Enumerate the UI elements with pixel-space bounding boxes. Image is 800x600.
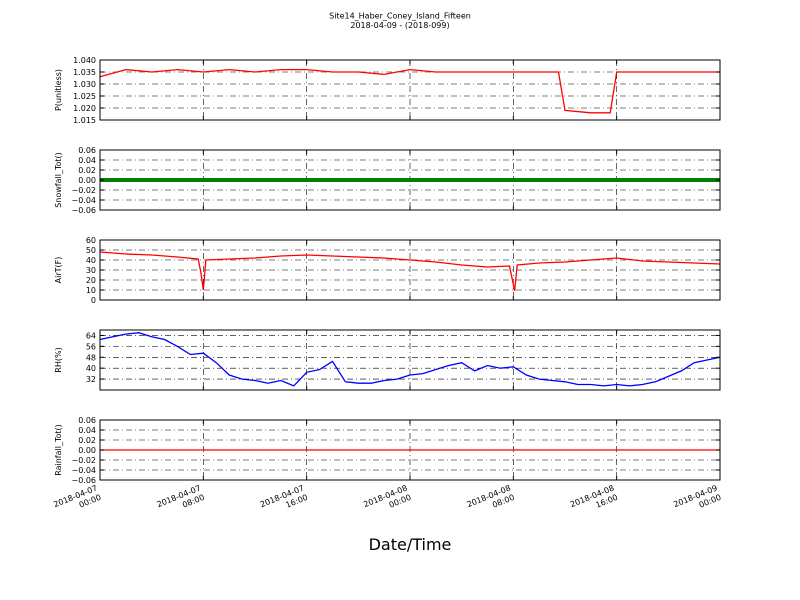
y-tick-label: 1.015 xyxy=(73,116,96,125)
y-tick-label: 0.04 xyxy=(78,156,96,165)
y-tick-label: 1.035 xyxy=(73,68,96,77)
y-tick-label: 60 xyxy=(86,236,96,245)
y-tick-label: 0.00 xyxy=(78,176,96,185)
y-axis-label: P(unitless) xyxy=(54,69,63,111)
y-tick-label: 0.04 xyxy=(78,426,96,435)
y-tick-label: −0.02 xyxy=(71,456,96,465)
x-axis-ticks: 2018-04-0700:00 2018-04-0708:00 2018-04-07… xyxy=(52,484,722,519)
series-line xyxy=(99,332,721,387)
y-tick-label: −0.06 xyxy=(71,206,96,215)
x-tick-label: 2018-04-0708:00 xyxy=(156,484,206,519)
figure-subtitle: 2018-04-09 - (2018-099) xyxy=(350,21,449,30)
y-tick-label: −0.02 xyxy=(71,186,96,195)
panel-2: 0.060.040.020.00−0.02−0.04−0.06 Snowfall_… xyxy=(54,146,721,215)
x-axis-label: Date/Time xyxy=(369,535,452,554)
y-tick-label: 50 xyxy=(86,246,96,255)
y-tick-label: −0.06 xyxy=(71,476,96,485)
x-tick-label: 2018-04-0808:00 xyxy=(466,484,516,519)
y-tick-label: 40 xyxy=(86,256,96,265)
y-tick-label: 0.06 xyxy=(78,416,96,425)
series-line xyxy=(99,251,721,292)
y-tick-label: 0.06 xyxy=(78,146,96,155)
y-tick-label: 0.02 xyxy=(78,436,96,445)
panel-4: 64 56 48 40 32 RH(%) xyxy=(54,329,721,391)
y-axis-label: AirT(F) xyxy=(54,257,63,284)
y-tick-label: 1.030 xyxy=(73,80,96,89)
y-tick-label: 1.040 xyxy=(73,56,96,65)
y-tick-label: 56 xyxy=(86,342,96,351)
panel-1: 1.040 1.035 1.030 1.025 1.020 1.015 P(unitless… xyxy=(54,56,721,125)
y-tick-label: 20 xyxy=(86,276,96,285)
x-tick-label: 2018-04-0700:00 xyxy=(52,484,102,519)
panels: 1.040 1.035 1.030 1.025 1.020 1.015 P(unitless… xyxy=(54,56,721,485)
y-tick-label: 0 xyxy=(91,296,96,305)
y-tick-label: −0.04 xyxy=(71,196,96,205)
figure-title: Site14_Haber_Coney_Island_Fifteen xyxy=(329,12,471,21)
y-tick-label: 1.020 xyxy=(73,104,96,113)
x-tick-label: 2018-04-0900:00 xyxy=(672,484,722,519)
x-tick-label: 2018-04-0816:00 xyxy=(569,484,619,519)
y-tick-label: 40 xyxy=(86,364,96,373)
panel-5: 0.060.040.020.00−0.02−0.04−0.06 Rainfall_… xyxy=(54,416,721,485)
y-tick-label: 10 xyxy=(86,286,96,295)
y-tick-label: 48 xyxy=(86,353,96,362)
series-line xyxy=(99,68,720,114)
y-axis-label: Snowfall_Tot() xyxy=(54,152,63,208)
y-tick-label: 32 xyxy=(86,375,96,384)
x-tick-label: 2018-04-0716:00 xyxy=(259,484,309,519)
y-tick-label: 64 xyxy=(86,331,96,340)
y-axis-label: Rainfall_Tot() xyxy=(54,424,63,476)
y-tick-label: 0.00 xyxy=(78,446,96,455)
y-tick-label: −0.04 xyxy=(71,466,96,475)
y-tick-label: 0.02 xyxy=(78,166,96,175)
y-tick-label: 30 xyxy=(86,266,96,275)
y-tick-label: 1.025 xyxy=(73,92,96,101)
x-tick-label: 2018-04-0800:00 xyxy=(362,484,412,519)
y-axis-label: RH(%) xyxy=(54,347,63,372)
